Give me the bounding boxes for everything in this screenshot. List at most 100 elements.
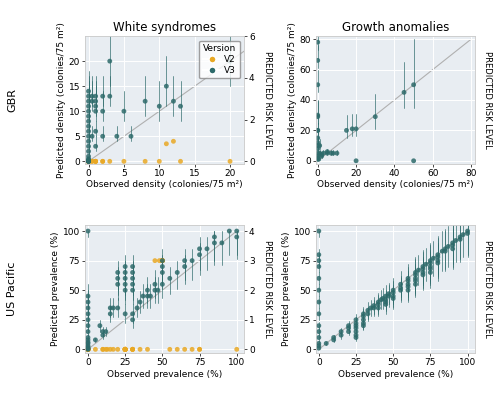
Point — [114, 305, 122, 311]
Point — [84, 337, 92, 343]
Point — [210, 240, 218, 246]
Point — [329, 150, 337, 156]
Point — [156, 158, 164, 164]
Point — [146, 293, 154, 299]
Point — [120, 108, 128, 114]
Point — [324, 148, 332, 155]
Point — [318, 153, 326, 160]
Point — [84, 334, 92, 341]
Point — [180, 346, 188, 352]
Point — [141, 98, 149, 104]
Point — [372, 113, 380, 120]
Point — [114, 281, 122, 288]
Point — [352, 332, 360, 338]
Point — [151, 257, 159, 264]
Point — [120, 158, 128, 164]
Point — [352, 126, 360, 132]
Point — [426, 260, 434, 266]
Point — [128, 311, 136, 317]
Point — [344, 322, 352, 329]
Point — [314, 127, 322, 134]
Point — [315, 322, 323, 329]
Point — [419, 269, 427, 275]
Point — [92, 143, 100, 150]
Point — [128, 287, 136, 294]
Point — [158, 257, 166, 264]
Point — [352, 328, 360, 335]
Point — [382, 299, 390, 305]
Point — [434, 257, 442, 264]
Point — [84, 339, 92, 345]
Point — [98, 93, 106, 99]
Point — [232, 228, 240, 234]
Point — [196, 346, 203, 352]
Point — [121, 281, 129, 288]
Point — [426, 269, 434, 275]
Point — [352, 158, 360, 164]
Point — [352, 334, 360, 341]
Point — [426, 257, 434, 264]
Point — [196, 245, 203, 252]
Point — [173, 346, 181, 352]
Point — [410, 158, 418, 164]
Point — [84, 311, 92, 317]
Point — [412, 271, 420, 278]
Point — [382, 301, 390, 308]
Point — [144, 346, 152, 352]
Point — [121, 346, 129, 352]
Point — [84, 156, 92, 162]
Point — [151, 287, 159, 294]
Point — [314, 142, 322, 149]
Point — [226, 158, 234, 164]
Point — [180, 257, 188, 264]
Point — [88, 158, 96, 164]
Point — [448, 240, 456, 246]
Point — [196, 251, 203, 258]
Point — [464, 228, 471, 234]
Point — [314, 139, 322, 146]
Point — [314, 113, 322, 120]
X-axis label: Observed prevalence (%): Observed prevalence (%) — [338, 369, 453, 379]
Point — [158, 257, 166, 264]
Point — [404, 275, 412, 282]
Point — [98, 158, 106, 164]
Point — [333, 150, 341, 156]
Point — [92, 108, 100, 114]
Point — [121, 346, 129, 352]
Point — [99, 346, 107, 352]
Point — [404, 277, 412, 284]
Point — [84, 346, 92, 352]
Point — [84, 322, 92, 329]
Point — [410, 81, 418, 88]
Point — [320, 150, 328, 156]
Point — [158, 257, 166, 264]
Point — [315, 334, 323, 341]
Point — [84, 328, 92, 335]
Point — [84, 228, 92, 234]
Text: US Pacific: US Pacific — [8, 262, 18, 316]
Point — [210, 234, 218, 240]
Point — [84, 316, 92, 323]
Point — [459, 231, 467, 238]
Point — [144, 287, 152, 294]
Point — [176, 158, 184, 164]
Y-axis label: Predicted density (colonies/75 m²): Predicted density (colonies/75 m²) — [288, 22, 296, 178]
Point — [98, 108, 106, 114]
Point — [396, 281, 404, 288]
Point — [136, 299, 144, 305]
Point — [121, 346, 129, 352]
Point — [315, 328, 323, 335]
Point — [92, 346, 100, 352]
Point — [84, 346, 92, 352]
Point — [412, 275, 420, 282]
Point — [84, 158, 92, 164]
Point — [232, 346, 240, 352]
Point — [374, 301, 382, 308]
Point — [434, 260, 442, 266]
Point — [106, 305, 114, 311]
Point — [382, 293, 390, 299]
Point — [84, 346, 92, 352]
Point — [84, 88, 92, 94]
Point — [448, 245, 456, 252]
Point — [456, 236, 464, 243]
